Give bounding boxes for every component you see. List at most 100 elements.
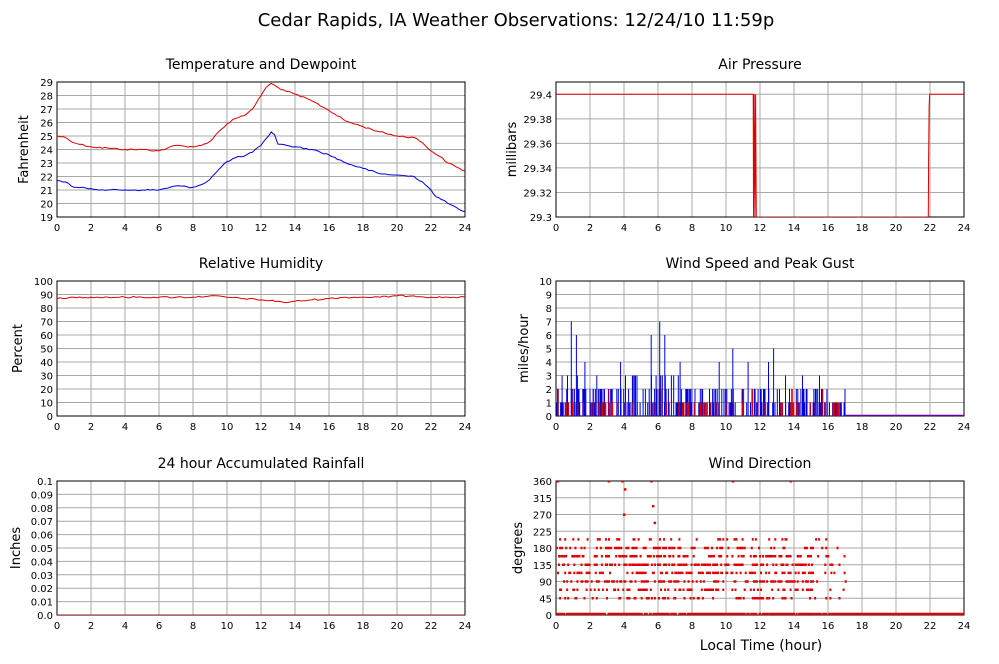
- rain-y-tick-label: 0.03: [31, 571, 53, 582]
- wind-x-tick-label: 2: [587, 422, 593, 433]
- temp-y-tick-label: 27: [40, 105, 53, 116]
- pressure-y-tick-label: 29.32: [523, 188, 552, 199]
- temp-x-tick-label: 16: [323, 223, 336, 234]
- page-title: Cedar Rapids, IA Weather Observations: 1…: [258, 10, 775, 31]
- temp-x-tick-label: 18: [357, 223, 370, 234]
- wind-x-tick-label: 4: [621, 422, 627, 433]
- temp-x-tick-label: 12: [255, 223, 268, 234]
- dir-x-tick-label: 16: [822, 621, 835, 632]
- dir-point: [651, 504, 655, 508]
- rain-y-tick-label: 0.01: [31, 598, 53, 609]
- rh-x-tick-label: 14: [289, 422, 302, 433]
- temp-y-tick-label: 26: [40, 119, 53, 130]
- pressure-x-tick-label: 18: [856, 223, 869, 234]
- pressure-y-tick-label: 29.34: [523, 164, 552, 175]
- temp-x-tick-label: 24: [459, 223, 472, 234]
- temp-series-0-line: [57, 82, 465, 172]
- pressure-x-tick-label: 12: [754, 223, 767, 234]
- pressure-x-tick-label: 24: [958, 223, 971, 234]
- wind-y-axis-label: miles/hour: [517, 313, 532, 382]
- wind-y-tick-label: 10: [539, 277, 552, 288]
- temp-plot-area: [57, 82, 465, 213]
- dir-x-tick-label: 20: [890, 621, 903, 632]
- wind-x-tick-label: 0: [553, 422, 559, 433]
- dir-x-tick-label: 0: [553, 621, 559, 632]
- rain-y-tick-label: 0.07: [31, 517, 53, 528]
- dir-point: [731, 481, 735, 483]
- dir-y-tick-label: 225: [533, 527, 552, 538]
- pressure-x-tick-label: 8: [689, 223, 695, 234]
- dir-y-tick-label: 270: [533, 511, 552, 522]
- wind-y-tick-label: 8: [546, 304, 552, 315]
- dir-x-tick-label: 10: [720, 621, 733, 632]
- temp-x-tick-label: 22: [425, 223, 438, 234]
- dir-y-tick-label: 315: [533, 494, 552, 505]
- rh-x-tick-label: 2: [88, 422, 94, 433]
- rh-y-tick-label: 10: [40, 399, 53, 410]
- rain-x-tick-label: 22: [425, 621, 438, 632]
- dir-x-tick-label: 4: [621, 621, 627, 632]
- temp-y-tick-label: 22: [40, 173, 53, 184]
- temp-y-tick-label: 25: [40, 132, 53, 143]
- rh-y-tick-label: 70: [40, 318, 53, 329]
- wind-y-tick-label: 7: [546, 318, 552, 329]
- temp-y-tick-label: 21: [40, 186, 53, 197]
- dir-x-tick-label: 24: [958, 621, 971, 632]
- rain-y-tick-label: 0.08: [31, 504, 53, 515]
- temp-y-tick-label: 19: [40, 213, 53, 224]
- temp-x-tick-label: 8: [190, 223, 196, 234]
- rh-x-tick-label: 8: [190, 422, 196, 433]
- dir-chart: 0 2 4 6 8 10 12 14 16 18 20 22 240459013518022527031…: [511, 456, 970, 632]
- rain-x-tick-label: 14: [289, 621, 302, 632]
- dir-y-tick-label: 90: [539, 578, 552, 589]
- wind-y-tick-label: 9: [546, 291, 552, 302]
- pressure-x-tick-label: 0: [553, 223, 559, 234]
- wind-x-tick-label: 20: [890, 422, 903, 433]
- wind-x-tick-label: 22: [924, 422, 937, 433]
- pressure-y-tick-label: 29.36: [523, 139, 552, 150]
- pressure-y-tick-label: 29.4: [530, 90, 552, 101]
- wind-y-tick-label: 4: [546, 358, 552, 369]
- wind-y-tick-label: 1: [546, 399, 552, 410]
- dir-y-tick-label: 0: [546, 611, 552, 622]
- temp-y-axis-label: Fahrenheit: [17, 115, 32, 184]
- rain-x-tick-label: 20: [391, 621, 404, 632]
- rh-y-tick-label: 90: [40, 291, 53, 302]
- wind-x-tick-label: 12: [754, 422, 767, 433]
- dir-x-tick-label: 8: [689, 621, 695, 632]
- rh-y-tick-label: 50: [40, 345, 53, 356]
- rh-y-tick-label: 100: [34, 277, 53, 288]
- pressure-y-axis-label: millibars: [505, 122, 520, 178]
- wind-y-tick-label: 3: [546, 372, 552, 383]
- rain-y-tick-label: 0.09: [31, 490, 53, 501]
- temp-x-tick-label: 20: [391, 223, 404, 234]
- rh-y-tick-label: 20: [40, 385, 53, 396]
- temp-x-tick-label: 10: [221, 223, 234, 234]
- rain-x-tick-label: 2: [88, 621, 94, 632]
- dir-x-tick-label: 2: [587, 621, 593, 632]
- rh-x-tick-label: 12: [255, 422, 268, 433]
- rh-chart: 0 2 4 6 8 10 12 14 16 18 20 22 240102030405060708090…: [11, 256, 471, 433]
- dir-point: [607, 481, 611, 483]
- rh-x-tick-label: 24: [459, 422, 472, 433]
- dir-x-tick-label: 14: [788, 621, 801, 632]
- wind-plot-area: [556, 321, 964, 416]
- dir-y-tick-label: 360: [533, 477, 552, 488]
- rh-x-tick-label: 16: [323, 422, 336, 433]
- rh-x-tick-label: 10: [221, 422, 234, 433]
- rain-x-tick-label: 16: [323, 621, 336, 632]
- pressure-y-tick-label: 29.38: [523, 115, 552, 126]
- wind-x-tick-label: 14: [788, 422, 801, 433]
- dir-point: [556, 481, 560, 483]
- temp-y-tick-label: 28: [40, 92, 53, 103]
- rh-y-tick-label: 60: [40, 331, 53, 342]
- dir-x-tick-label: 18: [856, 621, 869, 632]
- wind-x-tick-label: 10: [720, 422, 733, 433]
- rh-x-tick-label: 22: [425, 422, 438, 433]
- global-x-axis-label: Local Time (hour): [700, 638, 822, 654]
- rain-y-tick-label: 0.04: [31, 557, 53, 568]
- dir-point: [623, 513, 626, 516]
- rain-chart-title: 24 hour Accumulated Rainfall: [158, 456, 365, 472]
- wind-y-tick-label: 2: [546, 385, 552, 396]
- dir-point: [789, 481, 793, 483]
